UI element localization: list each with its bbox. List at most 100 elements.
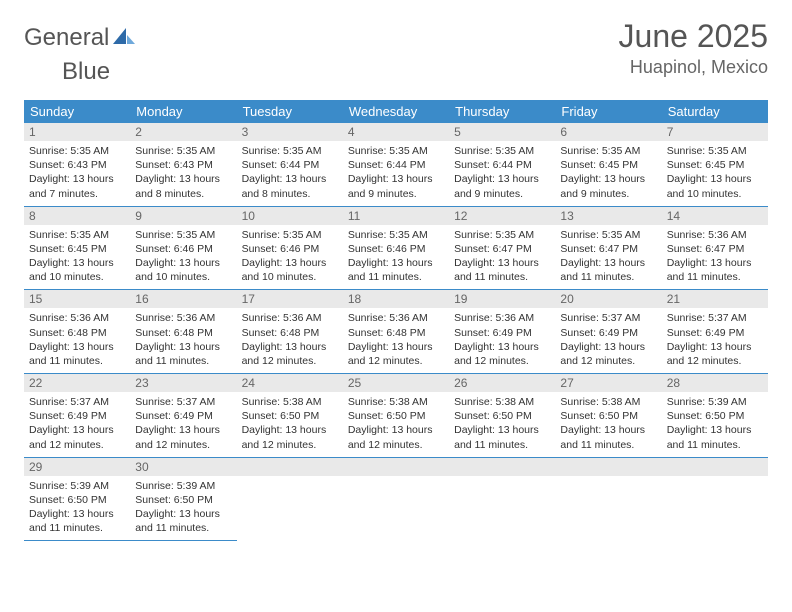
calendar-cell: 11Sunrise: 5:35 AMSunset: 6:46 PMDayligh… bbox=[343, 206, 449, 290]
calendar-cell: 21Sunrise: 5:37 AMSunset: 6:49 PMDayligh… bbox=[662, 290, 768, 374]
calendar-cell: 2Sunrise: 5:35 AMSunset: 6:43 PMDaylight… bbox=[130, 123, 236, 206]
calendar-cell: 5Sunrise: 5:35 AMSunset: 6:44 PMDaylight… bbox=[449, 123, 555, 206]
location-label: Huapinol, Mexico bbox=[619, 57, 768, 78]
day-details: Sunrise: 5:36 AMSunset: 6:48 PMDaylight:… bbox=[24, 308, 130, 373]
day-details: Sunrise: 5:38 AMSunset: 6:50 PMDaylight:… bbox=[449, 392, 555, 457]
day-number: 11 bbox=[343, 207, 449, 225]
day-number: 27 bbox=[555, 374, 661, 392]
title-block: June 2025 Huapinol, Mexico bbox=[619, 18, 768, 78]
calendar-cell: 20Sunrise: 5:37 AMSunset: 6:49 PMDayligh… bbox=[555, 290, 661, 374]
day-number: 25 bbox=[343, 374, 449, 392]
day-number: 26 bbox=[449, 374, 555, 392]
calendar-cell bbox=[555, 457, 661, 541]
calendar-cell: 6Sunrise: 5:35 AMSunset: 6:45 PMDaylight… bbox=[555, 123, 661, 206]
day-details: Sunrise: 5:38 AMSunset: 6:50 PMDaylight:… bbox=[555, 392, 661, 457]
day-number: 20 bbox=[555, 290, 661, 308]
day-details: Sunrise: 5:35 AMSunset: 6:44 PMDaylight:… bbox=[237, 141, 343, 206]
day-number: 19 bbox=[449, 290, 555, 308]
day-number: 29 bbox=[24, 458, 130, 476]
calendar-row: 8Sunrise: 5:35 AMSunset: 6:45 PMDaylight… bbox=[24, 206, 768, 290]
weekday-header: Wednesday bbox=[343, 100, 449, 123]
day-number: 16 bbox=[130, 290, 236, 308]
calendar-cell: 4Sunrise: 5:35 AMSunset: 6:44 PMDaylight… bbox=[343, 123, 449, 206]
weekday-header-row: Sunday Monday Tuesday Wednesday Thursday… bbox=[24, 100, 768, 123]
day-details: Sunrise: 5:37 AMSunset: 6:49 PMDaylight:… bbox=[24, 392, 130, 457]
day-details: Sunrise: 5:36 AMSunset: 6:47 PMDaylight:… bbox=[662, 225, 768, 290]
day-number: 18 bbox=[343, 290, 449, 308]
day-number: 22 bbox=[24, 374, 130, 392]
day-details: Sunrise: 5:36 AMSunset: 6:49 PMDaylight:… bbox=[449, 308, 555, 373]
day-details: Sunrise: 5:39 AMSunset: 6:50 PMDaylight:… bbox=[24, 476, 130, 541]
calendar-cell: 18Sunrise: 5:36 AMSunset: 6:48 PMDayligh… bbox=[343, 290, 449, 374]
calendar-cell: 3Sunrise: 5:35 AMSunset: 6:44 PMDaylight… bbox=[237, 123, 343, 206]
daynum-bar bbox=[449, 458, 555, 476]
weekday-header: Thursday bbox=[449, 100, 555, 123]
day-number: 12 bbox=[449, 207, 555, 225]
calendar-cell bbox=[237, 457, 343, 541]
day-number: 13 bbox=[555, 207, 661, 225]
weekday-header: Tuesday bbox=[237, 100, 343, 123]
day-details: Sunrise: 5:37 AMSunset: 6:49 PMDaylight:… bbox=[662, 308, 768, 373]
calendar-cell: 16Sunrise: 5:36 AMSunset: 6:48 PMDayligh… bbox=[130, 290, 236, 374]
logo-text-gray: General bbox=[24, 24, 109, 52]
calendar-cell: 19Sunrise: 5:36 AMSunset: 6:49 PMDayligh… bbox=[449, 290, 555, 374]
calendar-cell: 24Sunrise: 5:38 AMSunset: 6:50 PMDayligh… bbox=[237, 374, 343, 458]
calendar-cell: 26Sunrise: 5:38 AMSunset: 6:50 PMDayligh… bbox=[449, 374, 555, 458]
calendar-row: 1Sunrise: 5:35 AMSunset: 6:43 PMDaylight… bbox=[24, 123, 768, 206]
day-number: 9 bbox=[130, 207, 236, 225]
calendar-cell: 17Sunrise: 5:36 AMSunset: 6:48 PMDayligh… bbox=[237, 290, 343, 374]
day-details: Sunrise: 5:37 AMSunset: 6:49 PMDaylight:… bbox=[555, 308, 661, 373]
calendar-cell: 7Sunrise: 5:35 AMSunset: 6:45 PMDaylight… bbox=[662, 123, 768, 206]
day-number: 21 bbox=[662, 290, 768, 308]
daynum-bar bbox=[555, 458, 661, 476]
calendar-row: 15Sunrise: 5:36 AMSunset: 6:48 PMDayligh… bbox=[24, 290, 768, 374]
day-number: 2 bbox=[130, 123, 236, 141]
calendar-cell: 8Sunrise: 5:35 AMSunset: 6:45 PMDaylight… bbox=[24, 206, 130, 290]
day-details: Sunrise: 5:35 AMSunset: 6:43 PMDaylight:… bbox=[130, 141, 236, 206]
calendar-cell: 25Sunrise: 5:38 AMSunset: 6:50 PMDayligh… bbox=[343, 374, 449, 458]
calendar-cell: 29Sunrise: 5:39 AMSunset: 6:50 PMDayligh… bbox=[24, 457, 130, 541]
day-details: Sunrise: 5:35 AMSunset: 6:45 PMDaylight:… bbox=[662, 141, 768, 206]
day-details: Sunrise: 5:35 AMSunset: 6:46 PMDaylight:… bbox=[237, 225, 343, 290]
day-details: Sunrise: 5:38 AMSunset: 6:50 PMDaylight:… bbox=[343, 392, 449, 457]
daynum-bar bbox=[237, 458, 343, 476]
day-number: 23 bbox=[130, 374, 236, 392]
day-number: 10 bbox=[237, 207, 343, 225]
calendar-cell: 15Sunrise: 5:36 AMSunset: 6:48 PMDayligh… bbox=[24, 290, 130, 374]
calendar-cell: 30Sunrise: 5:39 AMSunset: 6:50 PMDayligh… bbox=[130, 457, 236, 541]
day-details: Sunrise: 5:35 AMSunset: 6:47 PMDaylight:… bbox=[555, 225, 661, 290]
day-details: Sunrise: 5:39 AMSunset: 6:50 PMDaylight:… bbox=[130, 476, 236, 541]
calendar-cell: 27Sunrise: 5:38 AMSunset: 6:50 PMDayligh… bbox=[555, 374, 661, 458]
day-number: 28 bbox=[662, 374, 768, 392]
day-details: Sunrise: 5:35 AMSunset: 6:44 PMDaylight:… bbox=[343, 141, 449, 206]
calendar-row: 29Sunrise: 5:39 AMSunset: 6:50 PMDayligh… bbox=[24, 457, 768, 541]
day-details: Sunrise: 5:35 AMSunset: 6:44 PMDaylight:… bbox=[449, 141, 555, 206]
day-number: 7 bbox=[662, 123, 768, 141]
calendar-cell: 28Sunrise: 5:39 AMSunset: 6:50 PMDayligh… bbox=[662, 374, 768, 458]
weekday-header: Monday bbox=[130, 100, 236, 123]
logo-text-blue: Blue bbox=[24, 58, 110, 85]
day-details: Sunrise: 5:35 AMSunset: 6:43 PMDaylight:… bbox=[24, 141, 130, 206]
day-details: Sunrise: 5:35 AMSunset: 6:46 PMDaylight:… bbox=[130, 225, 236, 290]
weekday-header: Friday bbox=[555, 100, 661, 123]
calendar-cell: 22Sunrise: 5:37 AMSunset: 6:49 PMDayligh… bbox=[24, 374, 130, 458]
day-details: Sunrise: 5:35 AMSunset: 6:46 PMDaylight:… bbox=[343, 225, 449, 290]
day-number: 3 bbox=[237, 123, 343, 141]
calendar-table: Sunday Monday Tuesday Wednesday Thursday… bbox=[24, 100, 768, 541]
calendar-cell bbox=[449, 457, 555, 541]
day-details: Sunrise: 5:35 AMSunset: 6:45 PMDaylight:… bbox=[555, 141, 661, 206]
calendar-cell bbox=[662, 457, 768, 541]
calendar-cell: 23Sunrise: 5:37 AMSunset: 6:49 PMDayligh… bbox=[130, 374, 236, 458]
day-number: 24 bbox=[237, 374, 343, 392]
calendar-cell: 14Sunrise: 5:36 AMSunset: 6:47 PMDayligh… bbox=[662, 206, 768, 290]
day-details: Sunrise: 5:36 AMSunset: 6:48 PMDaylight:… bbox=[343, 308, 449, 373]
day-number: 6 bbox=[555, 123, 661, 141]
day-details: Sunrise: 5:39 AMSunset: 6:50 PMDaylight:… bbox=[662, 392, 768, 457]
month-title: June 2025 bbox=[619, 18, 768, 55]
day-details: Sunrise: 5:37 AMSunset: 6:49 PMDaylight:… bbox=[130, 392, 236, 457]
calendar-cell: 13Sunrise: 5:35 AMSunset: 6:47 PMDayligh… bbox=[555, 206, 661, 290]
day-details: Sunrise: 5:35 AMSunset: 6:47 PMDaylight:… bbox=[449, 225, 555, 290]
day-number: 14 bbox=[662, 207, 768, 225]
day-details: Sunrise: 5:35 AMSunset: 6:45 PMDaylight:… bbox=[24, 225, 130, 290]
day-number: 1 bbox=[24, 123, 130, 141]
